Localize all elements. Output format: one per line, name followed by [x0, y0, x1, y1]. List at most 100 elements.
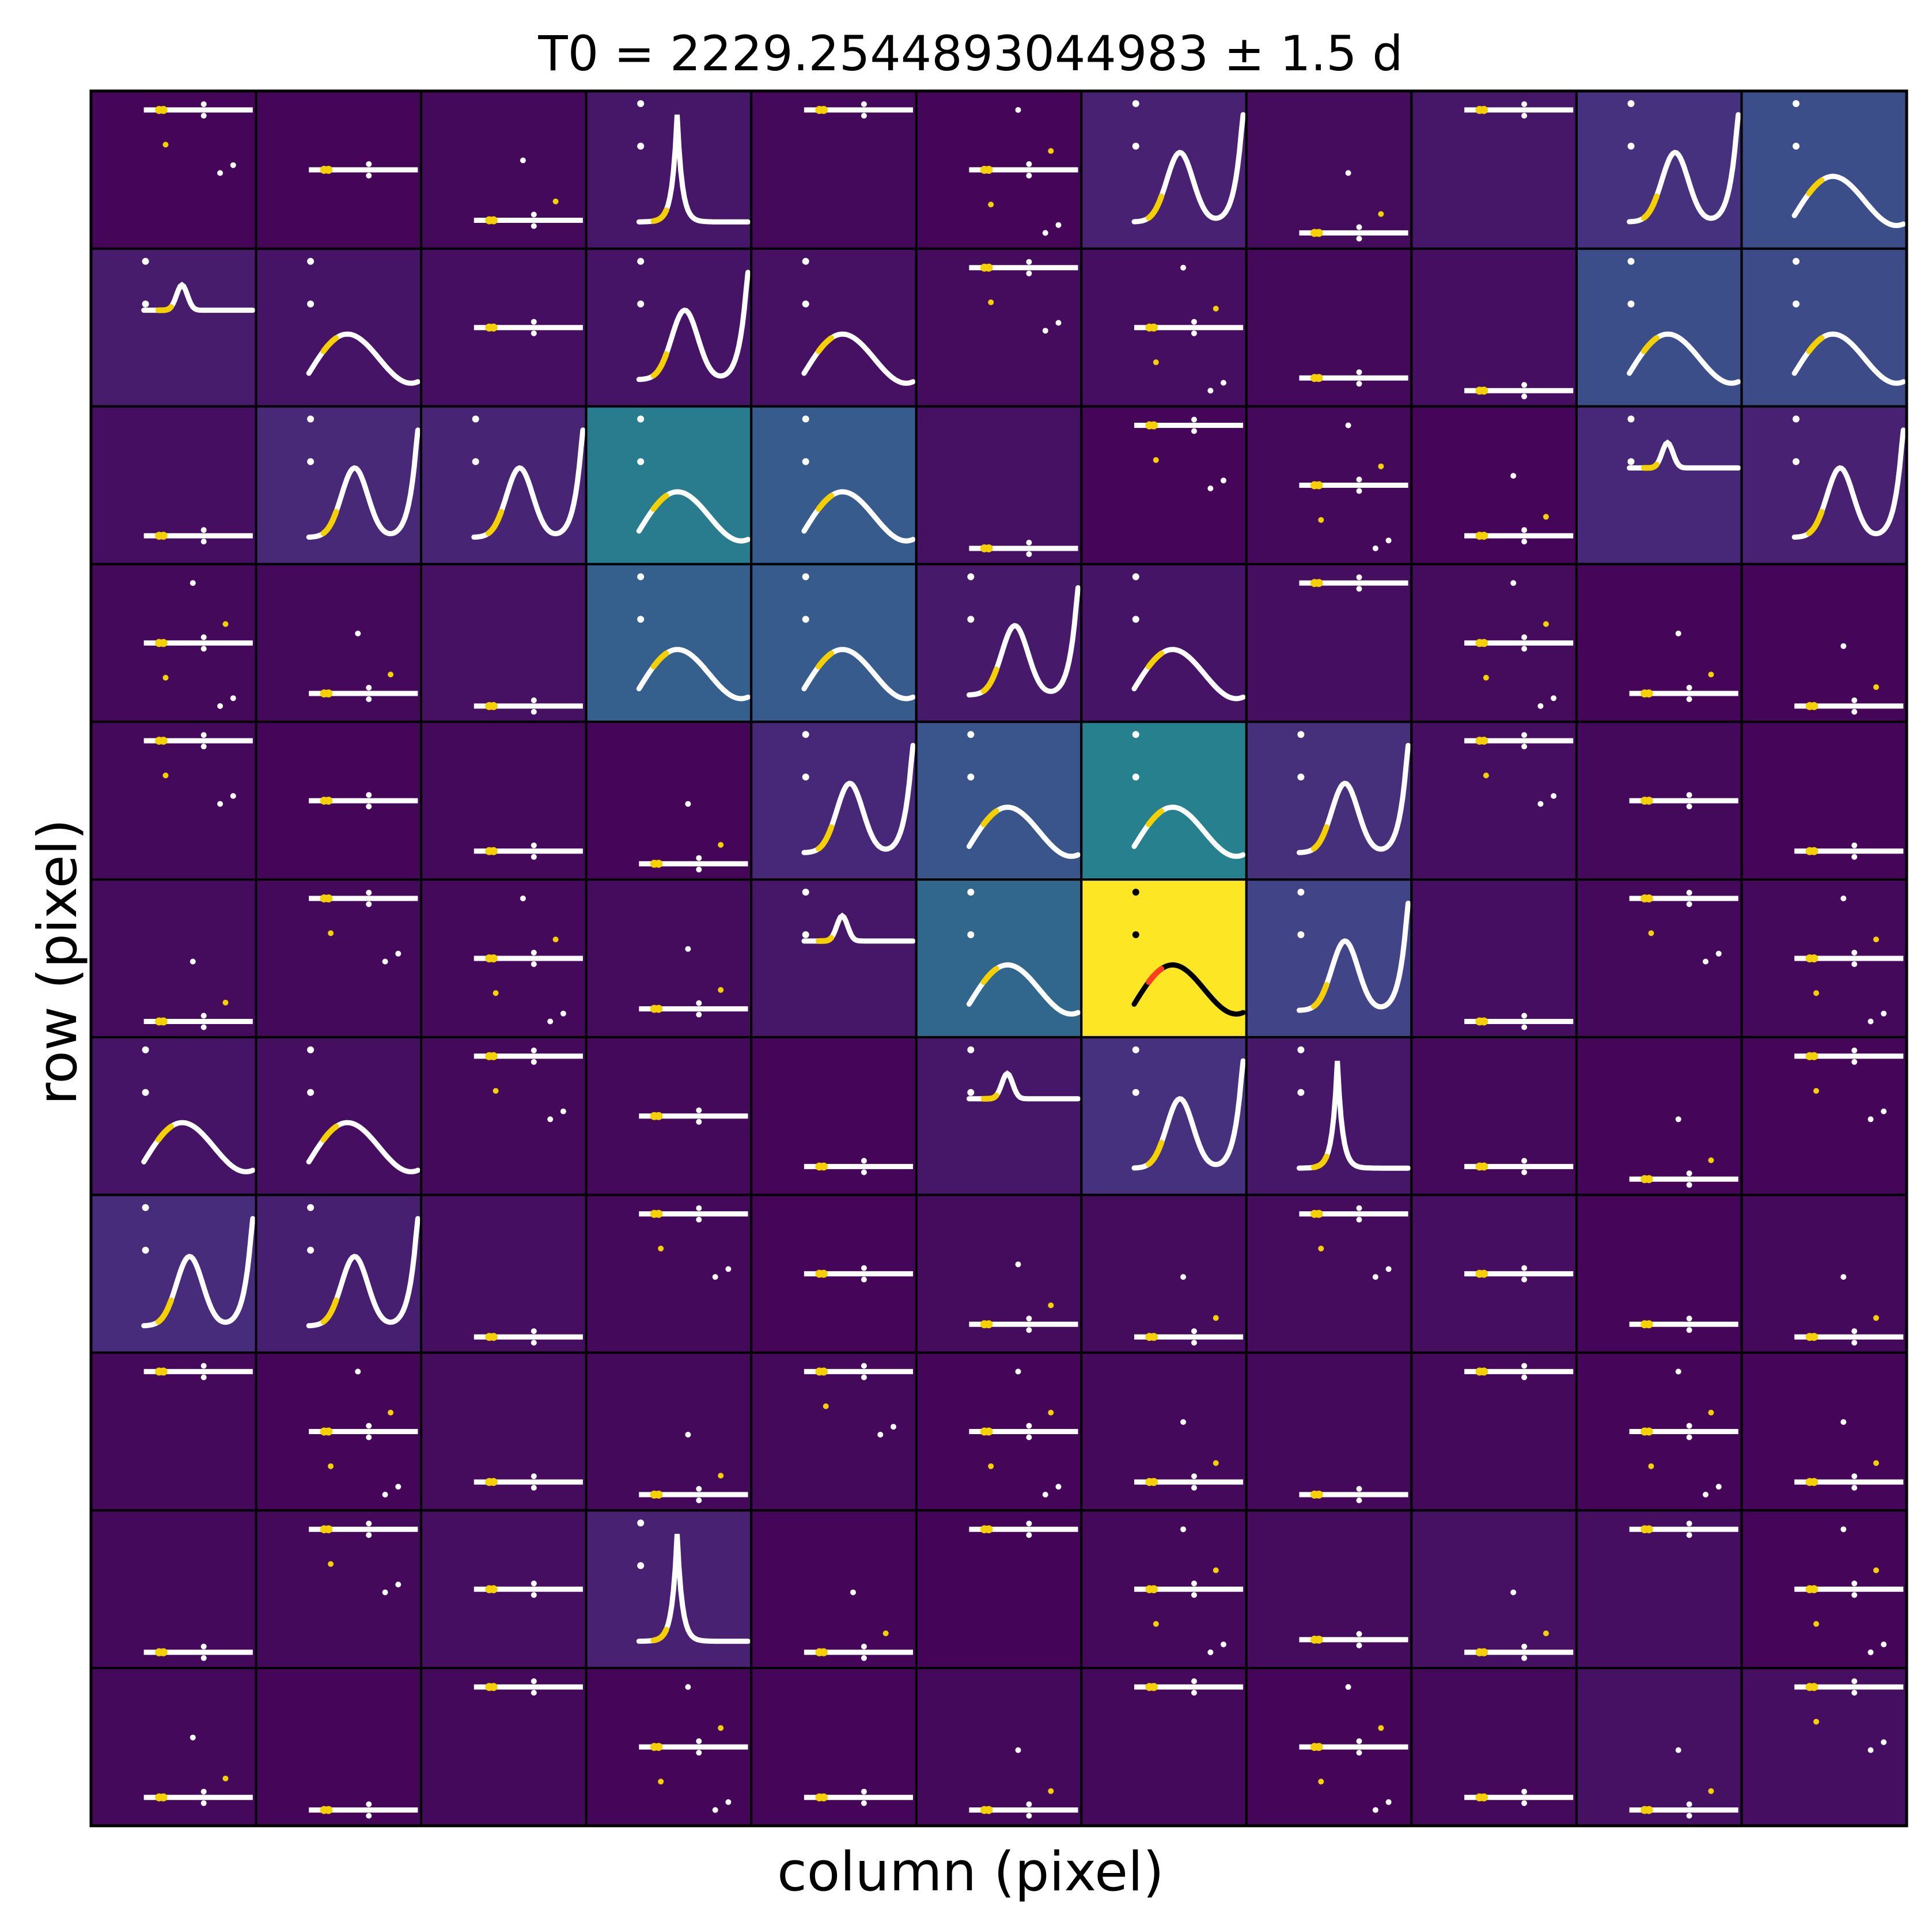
pixel-cell [585, 1509, 753, 1670]
light-curve-point [1521, 382, 1528, 388]
pixel-cell [750, 1509, 918, 1670]
outlier-point [190, 1734, 196, 1741]
outlier-point [217, 170, 223, 176]
outlier-point [637, 573, 645, 581]
outlier-point [1627, 257, 1635, 265]
outlier-point [1708, 1788, 1714, 1794]
pixel-cell-background [1245, 721, 1413, 881]
outlier-point [355, 1368, 361, 1375]
light-curve-point [1191, 319, 1197, 325]
pixel-cell [420, 563, 588, 723]
pixel-cell [915, 1036, 1083, 1196]
outlier-point [1385, 537, 1392, 544]
light-curve-point [531, 319, 537, 325]
outlier-point [190, 958, 196, 965]
outlier-point [307, 1046, 315, 1053]
outlier-point [1297, 1046, 1305, 1053]
outlier-point [823, 1403, 829, 1409]
light-curve-point [1521, 1374, 1528, 1381]
transit-window-point [1641, 894, 1649, 903]
outlier-point [1048, 1302, 1054, 1309]
transit-window-point [485, 1585, 494, 1594]
pixel-cell-background [1080, 563, 1248, 723]
pixel-cell-background [1740, 90, 1908, 250]
light-curve-point [1191, 1328, 1197, 1334]
light-curve-point [1356, 1497, 1362, 1503]
outlier-point [1297, 889, 1305, 896]
outlier-point [1385, 1799, 1392, 1805]
outlier-point [1297, 731, 1305, 738]
pixel-cell-background [1740, 563, 1908, 723]
light-curve-point [200, 1800, 207, 1806]
outlier-point [637, 616, 645, 623]
outlier-point [802, 257, 809, 265]
pixel-cell-background [1410, 1509, 1578, 1670]
transit-window-point [155, 737, 164, 745]
light-curve-point [1191, 1340, 1197, 1346]
outlier-point [718, 987, 724, 993]
pixel-cell [915, 1351, 1083, 1512]
outlier-point [1221, 380, 1226, 386]
pixel-cell-background [1080, 1351, 1248, 1512]
outlier-point [1042, 230, 1048, 236]
pixel-cell [585, 247, 753, 408]
transit-window-point [320, 165, 328, 174]
light-curve-point [1026, 1434, 1032, 1440]
transit-window-point [1145, 323, 1154, 332]
outlier-point [967, 616, 975, 623]
outlier-point [1180, 264, 1187, 271]
light-curve-point [366, 901, 372, 907]
transit-window-point [1475, 1162, 1484, 1171]
pixel-cell [750, 1667, 918, 1827]
pixel-cell-background [1410, 90, 1578, 250]
outlier-point [1873, 937, 1879, 943]
pixel-cell [90, 721, 257, 881]
transit-window-point [320, 689, 328, 697]
pixel-cell [1575, 721, 1743, 881]
transit-window-point [155, 639, 164, 647]
pixel-cell-background [915, 405, 1083, 566]
outlier-point [637, 100, 645, 107]
outlier-point [472, 458, 479, 465]
transit-window-point [1145, 1478, 1154, 1487]
light-curve-point [1521, 539, 1528, 545]
light-curve-point [366, 792, 372, 798]
outlier-point [1213, 1460, 1219, 1466]
outlier-point [967, 573, 975, 581]
transit-window-segment [155, 1124, 174, 1143]
transit-window-segment [650, 207, 669, 224]
light-curve-point [1521, 1013, 1528, 1019]
outlier-point [988, 299, 994, 305]
outlier-point [328, 930, 334, 937]
pixel-cell-background [255, 563, 422, 723]
pixel-cell [750, 563, 918, 723]
light-curve-point [696, 1216, 702, 1223]
light-curve-point [531, 1059, 537, 1065]
outlier-point [1132, 731, 1139, 738]
light-curve-point [1356, 1486, 1362, 1492]
pixel-cell-background [90, 1351, 257, 1512]
outlier-point [1153, 457, 1159, 463]
pixel-cell [420, 1036, 588, 1196]
pixel-cell [1740, 1351, 1908, 1512]
light-curve-point [366, 1521, 372, 1527]
transit-window-point [1475, 639, 1484, 647]
light-curve-point [1191, 330, 1197, 336]
pixel-cell-background [255, 405, 422, 566]
pixel-cell-background [585, 878, 753, 1038]
pixel-cell [90, 878, 257, 1038]
outlier-point [1793, 257, 1800, 265]
light-curve-point [696, 1119, 702, 1125]
transit-window-point [980, 544, 988, 553]
light-curve-point [1521, 634, 1528, 640]
transit-window-point [1805, 954, 1814, 962]
outlier-point [637, 142, 645, 150]
light-curve-point [1521, 1024, 1528, 1030]
transit-window-point [650, 1210, 658, 1218]
outlier-point [1015, 1261, 1021, 1268]
light-curve-point [696, 1205, 702, 1211]
transit-window-segment [1146, 193, 1165, 221]
outlier-point [967, 1046, 975, 1053]
outlier-point [967, 889, 975, 896]
outlier-point [1840, 1419, 1847, 1425]
